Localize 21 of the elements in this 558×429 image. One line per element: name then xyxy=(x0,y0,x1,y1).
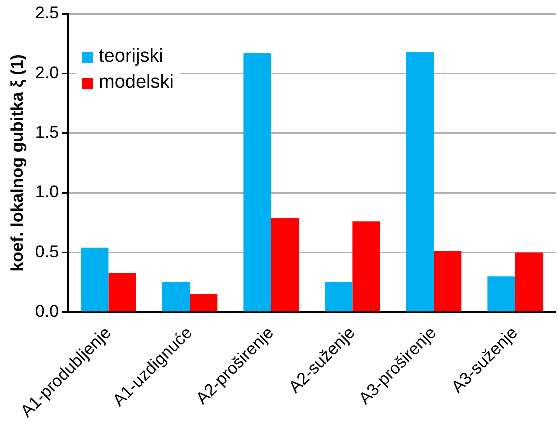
bar xyxy=(190,294,218,312)
bar xyxy=(488,276,516,312)
y-tick-label: 1.5 xyxy=(35,123,60,142)
legend-label: modelski xyxy=(99,72,174,94)
y-tick-label: 0.5 xyxy=(35,242,60,262)
y-tick-label: 0.0 xyxy=(35,302,60,322)
bar xyxy=(81,248,109,312)
bar xyxy=(108,272,136,312)
y-axis-title: koef. lokalnog gubitka ξ (1) xyxy=(8,54,27,272)
bar xyxy=(325,282,353,312)
bar xyxy=(162,282,190,312)
bar xyxy=(515,252,543,312)
bar xyxy=(434,252,462,312)
y-tick-label: 2.0 xyxy=(35,63,60,82)
bar xyxy=(271,218,300,312)
bar xyxy=(244,53,272,312)
y-tick-label: 1.0 xyxy=(35,182,60,202)
bar xyxy=(352,222,380,312)
y-tick-label: 2.5 xyxy=(35,4,60,23)
bar xyxy=(406,52,434,312)
legend-label: teorijski xyxy=(99,46,164,68)
